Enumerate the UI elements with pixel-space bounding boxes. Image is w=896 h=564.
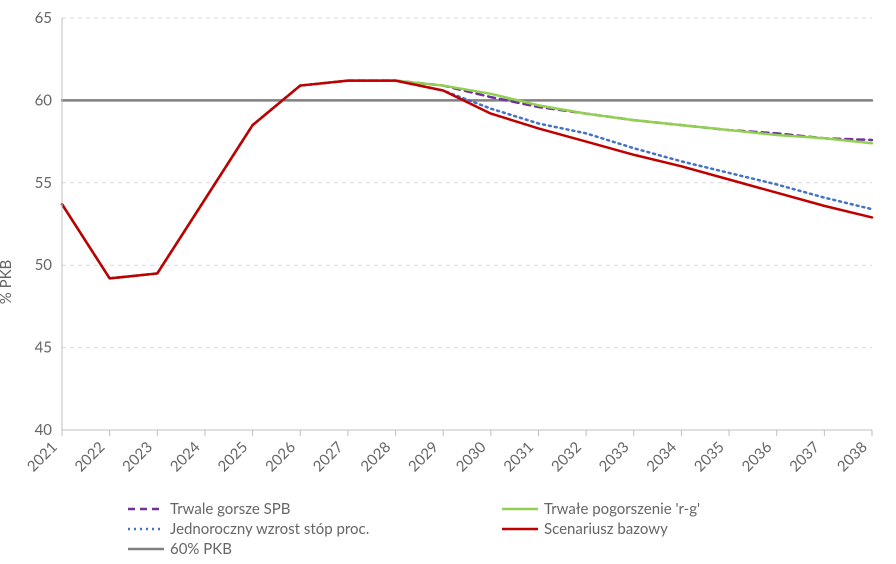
legend-label: Scenariusz bazowy bbox=[544, 520, 668, 538]
svg-text:2029: 2029 bbox=[405, 438, 442, 475]
svg-text:2021: 2021 bbox=[23, 438, 60, 475]
svg-text:2028: 2028 bbox=[357, 438, 394, 475]
y-axis-label: % PKB bbox=[0, 260, 15, 305]
legend-label: 60% PKB bbox=[170, 540, 232, 558]
svg-text:2030: 2030 bbox=[452, 438, 490, 476]
legend-item-base: Scenariusz bazowy bbox=[502, 520, 836, 538]
svg-text:60: 60 bbox=[35, 91, 53, 109]
legend-swatch-rate bbox=[128, 522, 164, 536]
svg-text:50: 50 bbox=[35, 256, 53, 274]
legend-swatch-rg bbox=[502, 502, 538, 516]
legend: Trwale gorsze SPB Trwałe pogorszenie 'r-… bbox=[128, 500, 876, 560]
svg-text:2034: 2034 bbox=[643, 438, 681, 476]
legend-label: Trwałe pogorszenie 'r-g' bbox=[544, 500, 700, 518]
svg-text:2035: 2035 bbox=[691, 438, 728, 475]
chart-container: % PKB 40 45 50 55 60 65 2021 2022 2023 2024 2025 20… bbox=[0, 0, 896, 564]
legend-swatch-sixty bbox=[128, 542, 164, 556]
line-chart: 40 45 50 55 60 65 2021 2022 2023 2024 2025 20262027… bbox=[0, 0, 896, 564]
legend-swatch-base bbox=[502, 522, 538, 536]
legend-item-spb: Trwale gorsze SPB bbox=[128, 500, 462, 518]
svg-text:2025: 2025 bbox=[214, 438, 251, 475]
svg-text:2037: 2037 bbox=[786, 438, 824, 476]
svg-text:2038: 2038 bbox=[833, 438, 870, 475]
svg-text:2031: 2031 bbox=[500, 438, 537, 475]
legend-row: Trwale gorsze SPB Trwałe pogorszenie 'r-… bbox=[128, 500, 876, 518]
svg-text:2032: 2032 bbox=[548, 438, 585, 475]
svg-text:45: 45 bbox=[35, 339, 52, 357]
legend-row: 60% PKB bbox=[128, 540, 876, 558]
svg-text:2022: 2022 bbox=[71, 438, 108, 475]
svg-text:65: 65 bbox=[35, 9, 52, 27]
svg-text:2033: 2033 bbox=[595, 438, 632, 475]
svg-text:40: 40 bbox=[35, 421, 53, 439]
legend-item-sixty: 60% PKB bbox=[128, 540, 836, 558]
legend-label: Jednoroczny wzrost stóp proc. bbox=[170, 520, 369, 538]
svg-text:2036: 2036 bbox=[738, 438, 776, 476]
svg-text:2026: 2026 bbox=[262, 438, 300, 476]
svg-text:2024: 2024 bbox=[166, 438, 204, 476]
legend-swatch-spb bbox=[128, 502, 164, 516]
legend-label: Trwale gorsze SPB bbox=[170, 500, 290, 518]
svg-text:55: 55 bbox=[35, 174, 52, 192]
legend-row: Jednoroczny wzrost stóp proc. Scenariusz… bbox=[128, 520, 876, 538]
svg-text:2023: 2023 bbox=[119, 438, 156, 475]
legend-item-rg: Trwałe pogorszenie 'r-g' bbox=[502, 500, 836, 518]
legend-item-rate: Jednoroczny wzrost stóp proc. bbox=[128, 520, 462, 538]
svg-text:2027: 2027 bbox=[309, 438, 347, 476]
